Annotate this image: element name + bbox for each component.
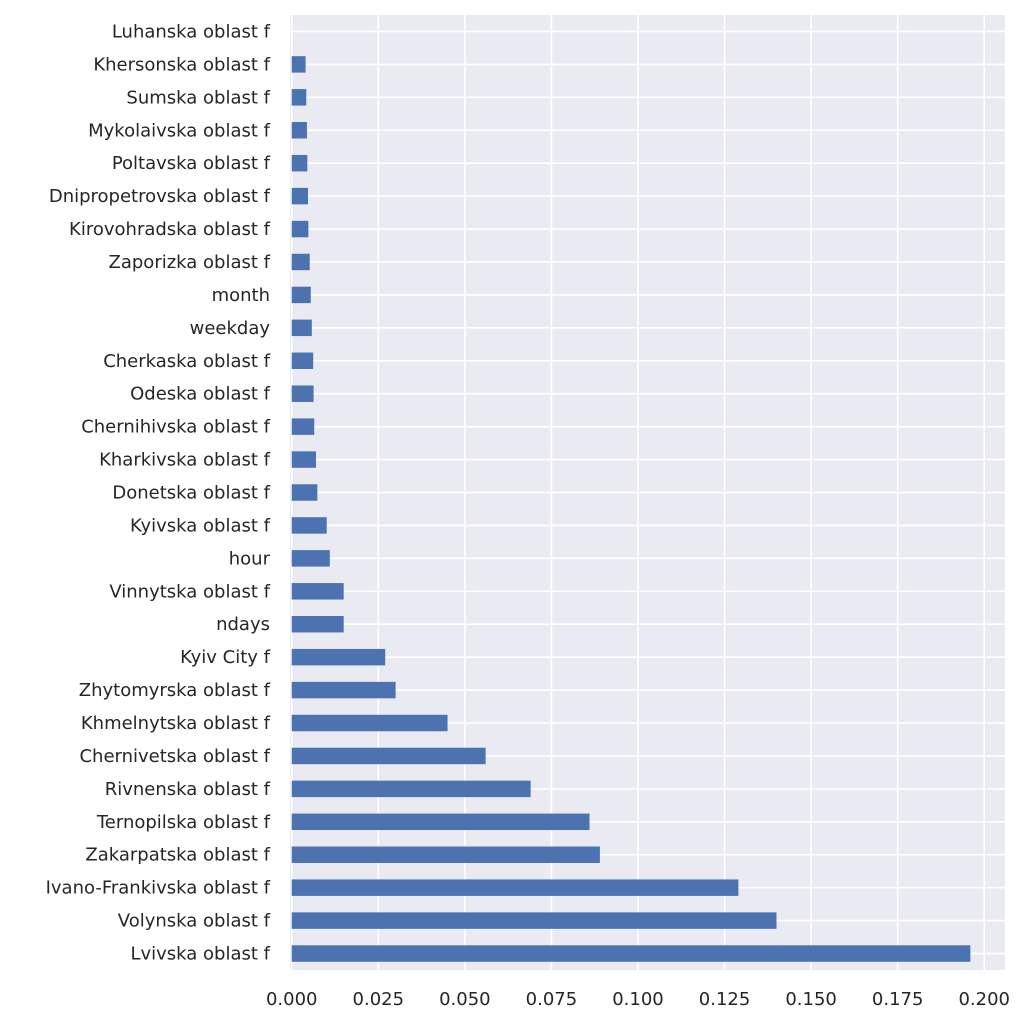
y-tick-label: Vinnytska oblast f [109, 581, 270, 602]
bar [291, 945, 971, 962]
bar [291, 451, 316, 468]
bar [291, 220, 309, 238]
bar [291, 89, 307, 106]
x-axis-tick-labels: 0.000 0.025 0.050 0.075 0.100 0.125 0.150 0.175… [266, 989, 1010, 1010]
y-tick-label: Khmelnytska oblast f [81, 713, 271, 734]
bar [291, 286, 311, 304]
y-tick-label: ndays [216, 614, 270, 635]
y-tick-label: Kirovohradska oblast f [69, 219, 271, 240]
y-tick-label: Kharkivska oblast f [99, 450, 271, 471]
bar [291, 517, 327, 534]
y-axis-tick-labels: Lvivska oblast f Volynska oblast f Ivano-F… [46, 21, 271, 964]
bar [291, 615, 344, 633]
bar [291, 418, 315, 435]
x-tick-label: 0.075 [526, 989, 578, 1010]
bar [291, 681, 396, 699]
bar [291, 56, 306, 73]
bars [291, 56, 971, 962]
y-tick-label: Rivnenska oblast f [105, 779, 271, 800]
y-tick-label: Kyiv City f [180, 647, 271, 668]
x-tick-label: 0.025 [353, 989, 405, 1010]
bar [291, 714, 448, 732]
y-tick-label: Mykolaivska oblast f [88, 120, 271, 141]
bar [291, 187, 309, 205]
y-tick-label: Ternopilska oblast f [96, 812, 271, 833]
bar [291, 385, 314, 402]
bar [291, 583, 344, 600]
bar [291, 122, 307, 139]
y-tick-label: Poltavska oblast f [112, 153, 271, 174]
y-tick-label: Zaporizka oblast f [109, 252, 271, 273]
y-tick-label: month [212, 285, 270, 306]
y-tick-label: Odeska oblast f [130, 384, 271, 405]
y-tick-label: Ivano-Frankivska oblast f [46, 878, 271, 899]
y-tick-label: Cherkaska oblast f [103, 351, 270, 372]
y-tick-label: Chernivetska oblast f [79, 746, 270, 767]
x-tick-label: 0.100 [612, 989, 664, 1010]
bar [291, 879, 739, 896]
y-tick-label: Kyivska oblast f [130, 515, 271, 536]
bar [291, 352, 314, 370]
bar [291, 319, 312, 337]
bar [291, 154, 308, 172]
bar [291, 648, 386, 666]
y-tick-label: weekday [190, 318, 271, 339]
y-tick-label: Zhytomyrska oblast f [79, 680, 271, 701]
bar [291, 747, 486, 765]
y-tick-label: Donetska oblast f [112, 483, 270, 504]
y-tick-label: Luhanska oblast f [112, 21, 271, 42]
bar [291, 253, 310, 271]
x-tick-label: 0.150 [785, 989, 837, 1010]
y-tick-label: Zakarpatska oblast f [85, 845, 270, 866]
y-tick-label: Sumska oblast f [126, 87, 270, 108]
bar [291, 912, 777, 929]
bar [291, 813, 590, 831]
bar [291, 846, 600, 863]
y-tick-label: Volynska oblast f [118, 911, 271, 932]
x-tick-label: 0.000 [266, 989, 318, 1010]
y-tick-label: Khersonska oblast f [93, 54, 270, 75]
bar [291, 550, 330, 567]
x-tick-label: 0.175 [872, 989, 924, 1010]
x-tick-label: 0.200 [958, 989, 1010, 1010]
x-tick-label: 0.050 [439, 989, 491, 1010]
bar [291, 780, 531, 798]
bar [291, 484, 318, 501]
x-tick-label: 0.125 [699, 989, 751, 1010]
y-tick-label: Chernihivska oblast f [81, 417, 270, 438]
y-tick-label: Dnipropetrovska oblast f [49, 186, 271, 207]
y-tick-label: hour [229, 548, 271, 569]
y-tick-label: Lvivska oblast f [130, 944, 270, 965]
